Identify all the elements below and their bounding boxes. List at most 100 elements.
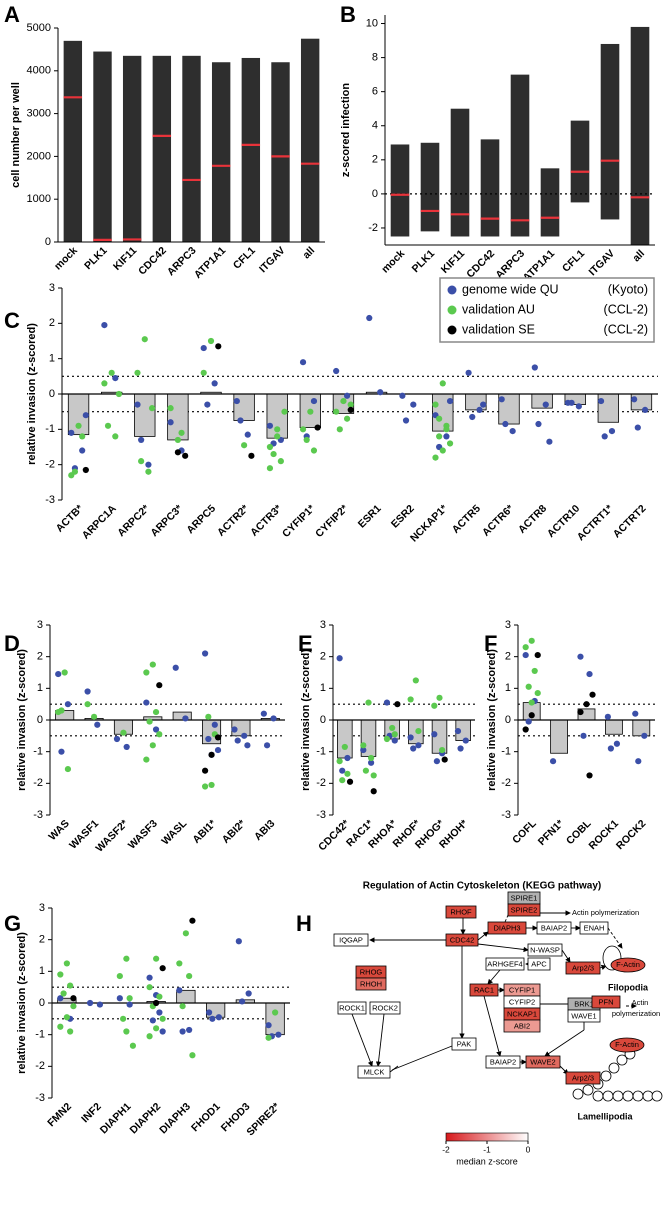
data-point xyxy=(156,993,163,1000)
data-point xyxy=(67,982,74,989)
x-tick-label: ABI2* xyxy=(220,817,249,846)
data-point xyxy=(68,429,75,436)
data-point xyxy=(153,999,160,1007)
y-tick-label: 2 xyxy=(505,651,511,663)
diagram-note: polymerization xyxy=(612,1009,660,1018)
data-range xyxy=(630,26,650,245)
bar xyxy=(134,393,156,437)
y-tick-label: 1000 xyxy=(27,193,51,205)
data-point xyxy=(275,1031,282,1038)
data-point xyxy=(57,971,64,978)
x-tick-label: INF2 xyxy=(79,1100,104,1125)
x-tick-label: all xyxy=(630,248,647,265)
data-point xyxy=(641,406,649,413)
node-box xyxy=(485,957,525,971)
data-point xyxy=(134,369,141,376)
y-tick-label: -2 xyxy=(316,777,326,789)
data-range xyxy=(152,55,172,242)
y-tick-label: 5000 xyxy=(27,22,51,34)
diagram-note: Filopodia xyxy=(608,982,649,992)
data-point xyxy=(525,718,532,725)
data-point xyxy=(577,653,584,660)
data-point xyxy=(266,465,274,472)
data-point xyxy=(237,417,244,424)
data-point xyxy=(583,701,590,708)
x-tick-label: ARPC1A xyxy=(80,502,119,541)
data-point xyxy=(542,401,549,408)
node-label: CDC42 xyxy=(450,935,475,944)
data-point xyxy=(265,1034,272,1041)
legend-label: validation AU xyxy=(462,302,535,316)
data-point xyxy=(531,364,538,371)
node-box xyxy=(333,933,369,947)
data-point xyxy=(415,742,422,749)
x-tick-label: CYFIP2* xyxy=(313,502,351,540)
data-range xyxy=(390,144,410,237)
data-point xyxy=(182,715,189,722)
node-label: F-Actin xyxy=(616,960,640,969)
y-tick-label: -1 xyxy=(33,746,43,758)
data-point xyxy=(347,401,354,408)
x-tick-label: WASL xyxy=(159,817,189,847)
data-point xyxy=(90,713,98,720)
bar xyxy=(605,719,623,735)
node-box xyxy=(527,943,563,957)
data-point xyxy=(208,781,215,789)
data-point xyxy=(436,433,443,440)
data-point xyxy=(174,436,181,444)
y-tick-label: 1 xyxy=(320,682,326,694)
data-point xyxy=(67,1028,74,1035)
legend-marker xyxy=(447,325,457,335)
legend-label: genome wide QU xyxy=(462,282,559,296)
y-tick-label: 6 xyxy=(372,86,378,98)
data-point xyxy=(233,397,240,405)
data-point xyxy=(333,367,340,375)
data-point xyxy=(148,405,156,412)
y-tick-label: -2 xyxy=(35,1060,45,1072)
data-point xyxy=(182,930,189,937)
data-point xyxy=(115,390,123,398)
data-point xyxy=(63,960,70,967)
x-tick-label: mock xyxy=(52,244,80,272)
data-point xyxy=(608,428,616,435)
data-point xyxy=(462,737,469,744)
data-point xyxy=(101,322,108,329)
panel-label: E xyxy=(298,631,313,656)
data-point xyxy=(307,408,314,415)
node-label: BRK1 xyxy=(574,999,594,1008)
data-point xyxy=(534,689,541,697)
x-tick-label: CFL1 xyxy=(560,247,587,274)
data-point xyxy=(522,726,529,733)
data-point xyxy=(597,397,605,405)
data-point xyxy=(370,772,377,779)
data-point xyxy=(346,778,354,785)
x-tick-label: CDC42 xyxy=(136,244,169,277)
x-tick-label: FMN2 xyxy=(45,1100,74,1129)
data-point xyxy=(112,375,119,382)
data-point xyxy=(172,664,179,671)
data-point xyxy=(200,344,207,352)
data-point xyxy=(528,712,535,719)
node-label: F-Actin xyxy=(615,1040,639,1049)
node-box xyxy=(337,1001,367,1015)
node-label: PAK xyxy=(457,1039,471,1048)
node-label: RAC1 xyxy=(474,985,494,994)
data-point xyxy=(443,433,450,440)
data-point xyxy=(370,788,377,795)
data-range xyxy=(211,62,231,242)
data-point xyxy=(123,955,130,962)
data-range xyxy=(63,40,83,243)
node-label: ENAH xyxy=(584,923,605,932)
y-tick-label: 2 xyxy=(372,154,378,166)
data-point xyxy=(112,433,119,440)
data-point xyxy=(528,699,535,706)
bar xyxy=(167,393,189,441)
data-range xyxy=(241,57,261,243)
data-point xyxy=(391,737,398,744)
data-point xyxy=(407,734,414,741)
node-box xyxy=(565,1071,601,1085)
data-point xyxy=(589,691,596,698)
data-point xyxy=(71,468,79,475)
y-tick-label: 3 xyxy=(49,282,55,294)
data-point xyxy=(204,401,211,408)
